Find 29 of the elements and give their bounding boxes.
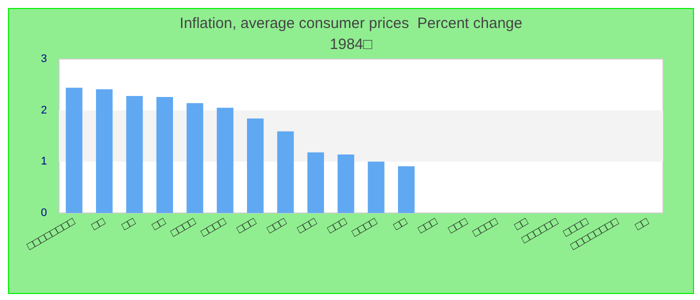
chart-subtitle: 1984□ bbox=[330, 36, 374, 53]
x-tick-label: □□ bbox=[392, 216, 410, 233]
bar bbox=[156, 96, 174, 213]
bar bbox=[66, 88, 82, 213]
x-tick-label: □□□ bbox=[235, 216, 259, 236]
x-tick-label: □□ bbox=[633, 216, 652, 233]
bar bbox=[277, 131, 294, 213]
bar bbox=[338, 154, 354, 213]
bar bbox=[126, 96, 143, 213]
x-tick-label: □□□ bbox=[446, 216, 470, 236]
y-tick-label: 2 bbox=[40, 104, 47, 116]
x-tick-label: □□□ bbox=[416, 216, 440, 236]
bar bbox=[216, 108, 234, 213]
bar bbox=[368, 162, 384, 213]
bar bbox=[398, 166, 415, 213]
y-tick-label: 1 bbox=[40, 156, 47, 168]
x-tick-label: □□ bbox=[120, 216, 138, 233]
bar bbox=[307, 152, 324, 213]
bar bbox=[96, 89, 113, 213]
x-tick-label: □□□ bbox=[295, 216, 320, 236]
x-tick-label: □□□ bbox=[326, 216, 350, 236]
bar bbox=[246, 118, 264, 213]
chart-title: Inflation, average consumer prices Percent change bbox=[180, 15, 522, 32]
y-tick-label: 3 bbox=[40, 53, 47, 65]
x-tick-label: □□□ bbox=[265, 216, 289, 236]
bar bbox=[186, 103, 204, 213]
x-tick-label: □□ bbox=[150, 216, 168, 233]
y-tick-label: 0 bbox=[40, 207, 47, 219]
x-tick-label: □□ bbox=[90, 216, 108, 233]
